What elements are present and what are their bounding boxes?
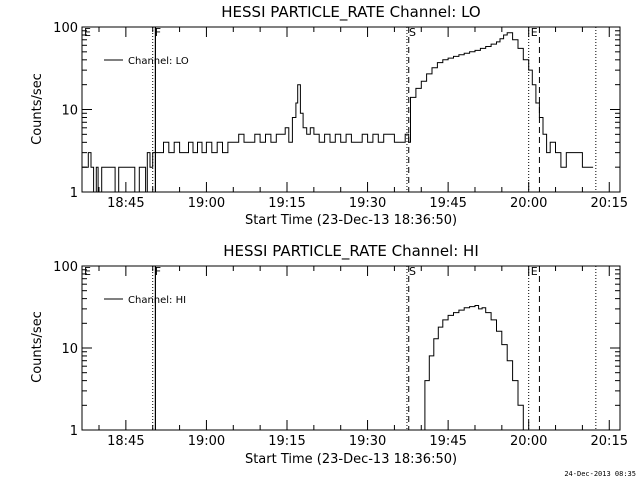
event-marker-label: S bbox=[409, 265, 416, 278]
x-tick-label: 19:30 bbox=[349, 196, 386, 211]
y-tick-label: 1 bbox=[70, 186, 78, 201]
x-axis-label: Start Time (23-Dec-13 18:36:50) bbox=[245, 213, 457, 228]
x-tick-label: 18:45 bbox=[107, 434, 144, 449]
legend: Channel: HI bbox=[104, 295, 186, 306]
panel-lo: HESSI PARTICLE_RATE Channel: LO Counts/s… bbox=[30, 3, 628, 228]
x-tick-label: 20:15 bbox=[591, 434, 628, 449]
y-tick-label: 100 bbox=[53, 21, 78, 36]
y-tick-label: 10 bbox=[61, 104, 78, 119]
y-tick-label: 100 bbox=[53, 260, 78, 275]
x-tick-label: 19:00 bbox=[188, 196, 225, 211]
x-tick-label: 19:15 bbox=[268, 196, 305, 211]
x-tick-label: 19:45 bbox=[429, 196, 466, 211]
y-tick-label: 10 bbox=[61, 342, 78, 357]
legend-entry: Channel: LO bbox=[128, 56, 189, 67]
panel-hi: HESSI PARTICLE_RATE Channel: HI Counts/s… bbox=[30, 242, 628, 467]
x-tick-label: 18:45 bbox=[107, 196, 144, 211]
chart-title: HESSI PARTICLE_RATE Channel: LO bbox=[221, 3, 480, 22]
event-marker-label: E bbox=[531, 26, 538, 39]
x-axis-label: Start Time (23-Dec-13 18:36:50) bbox=[245, 452, 457, 467]
x-tick-label: 20:00 bbox=[510, 434, 547, 449]
y-axis-label: Counts/sec bbox=[30, 311, 45, 383]
event-marker-label: E bbox=[531, 265, 538, 278]
event-marker-label: F bbox=[155, 265, 161, 278]
event-marker-label: E bbox=[84, 26, 91, 39]
chart-title: HESSI PARTICLE_RATE Channel: HI bbox=[223, 242, 479, 261]
event-marker-label: E bbox=[84, 265, 91, 278]
series-line bbox=[421, 305, 524, 431]
x-tick-label: 20:15 bbox=[591, 196, 628, 211]
x-tick-label: 19:00 bbox=[188, 434, 225, 449]
x-tick-label: 19:45 bbox=[429, 434, 466, 449]
y-axis-label: Counts/sec bbox=[30, 73, 45, 145]
footer-timestamp: 24-Dec-2013 08:35 bbox=[564, 470, 636, 478]
x-tick-label: 20:00 bbox=[510, 196, 547, 211]
event-marker-label: F bbox=[155, 26, 161, 39]
event-marker-label: S bbox=[409, 26, 416, 39]
x-tick-label: 19:15 bbox=[268, 434, 305, 449]
series-line bbox=[82, 32, 594, 193]
x-tick-label: 19:30 bbox=[349, 434, 386, 449]
legend: Channel: LO bbox=[104, 56, 189, 67]
legend-entry: Channel: HI bbox=[128, 295, 186, 306]
y-tick-label: 1 bbox=[70, 424, 78, 439]
